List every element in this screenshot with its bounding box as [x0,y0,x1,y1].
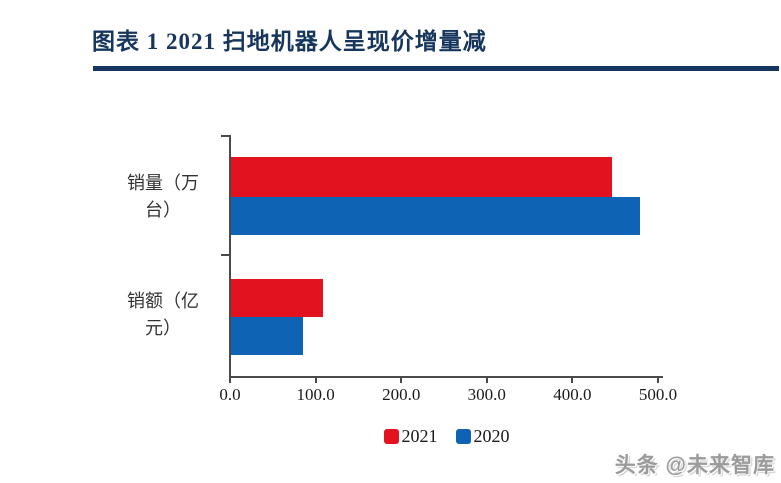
legend-swatch-2021 [383,429,399,444]
legend-item-2021: 2021 [383,426,438,447]
bar-2020-销额（亿元） [231,317,303,355]
figure-title: 图表 1 2021 扫地机器人呈现价增量减 [92,29,487,54]
x-tick-label: 400.0 [553,385,592,404]
x-axis-line [229,376,663,378]
legend-item-2020: 2020 [455,426,510,447]
x-axis-tick [314,378,317,383]
x-tick-label: 300.0 [467,385,506,404]
category-label: 销额（亿 元） [127,291,199,338]
title-underline [93,66,779,71]
x-tick-label: 0.0 [219,385,241,404]
y-axis-tick [221,254,230,256]
legend-swatch-2020 [455,429,471,444]
x-tick-label: 200.0 [382,385,421,404]
bar-2020-销量（万台） [231,197,640,235]
legend-label-2020: 2020 [473,426,510,446]
x-axis-tick [229,378,231,383]
x-axis-tick [657,378,659,383]
y-axis-tick [221,135,230,137]
chart-legend: 2021 2020 [230,426,663,447]
category-label: 销量（万 台） [127,173,199,220]
bar-2021-销量（万台） [231,157,612,197]
y-axis-line [229,135,231,378]
watermark: 头条 @未来智库 [614,454,775,477]
legend-label-2021: 2021 [401,426,438,446]
x-axis-tick [400,378,403,383]
x-axis-tick [485,378,488,383]
bar-2021-销额（亿元） [231,279,323,317]
x-tick-label: 100.0 [296,385,335,404]
x-tick-label: 500.0 [638,385,678,404]
x-axis-tick [571,378,574,383]
